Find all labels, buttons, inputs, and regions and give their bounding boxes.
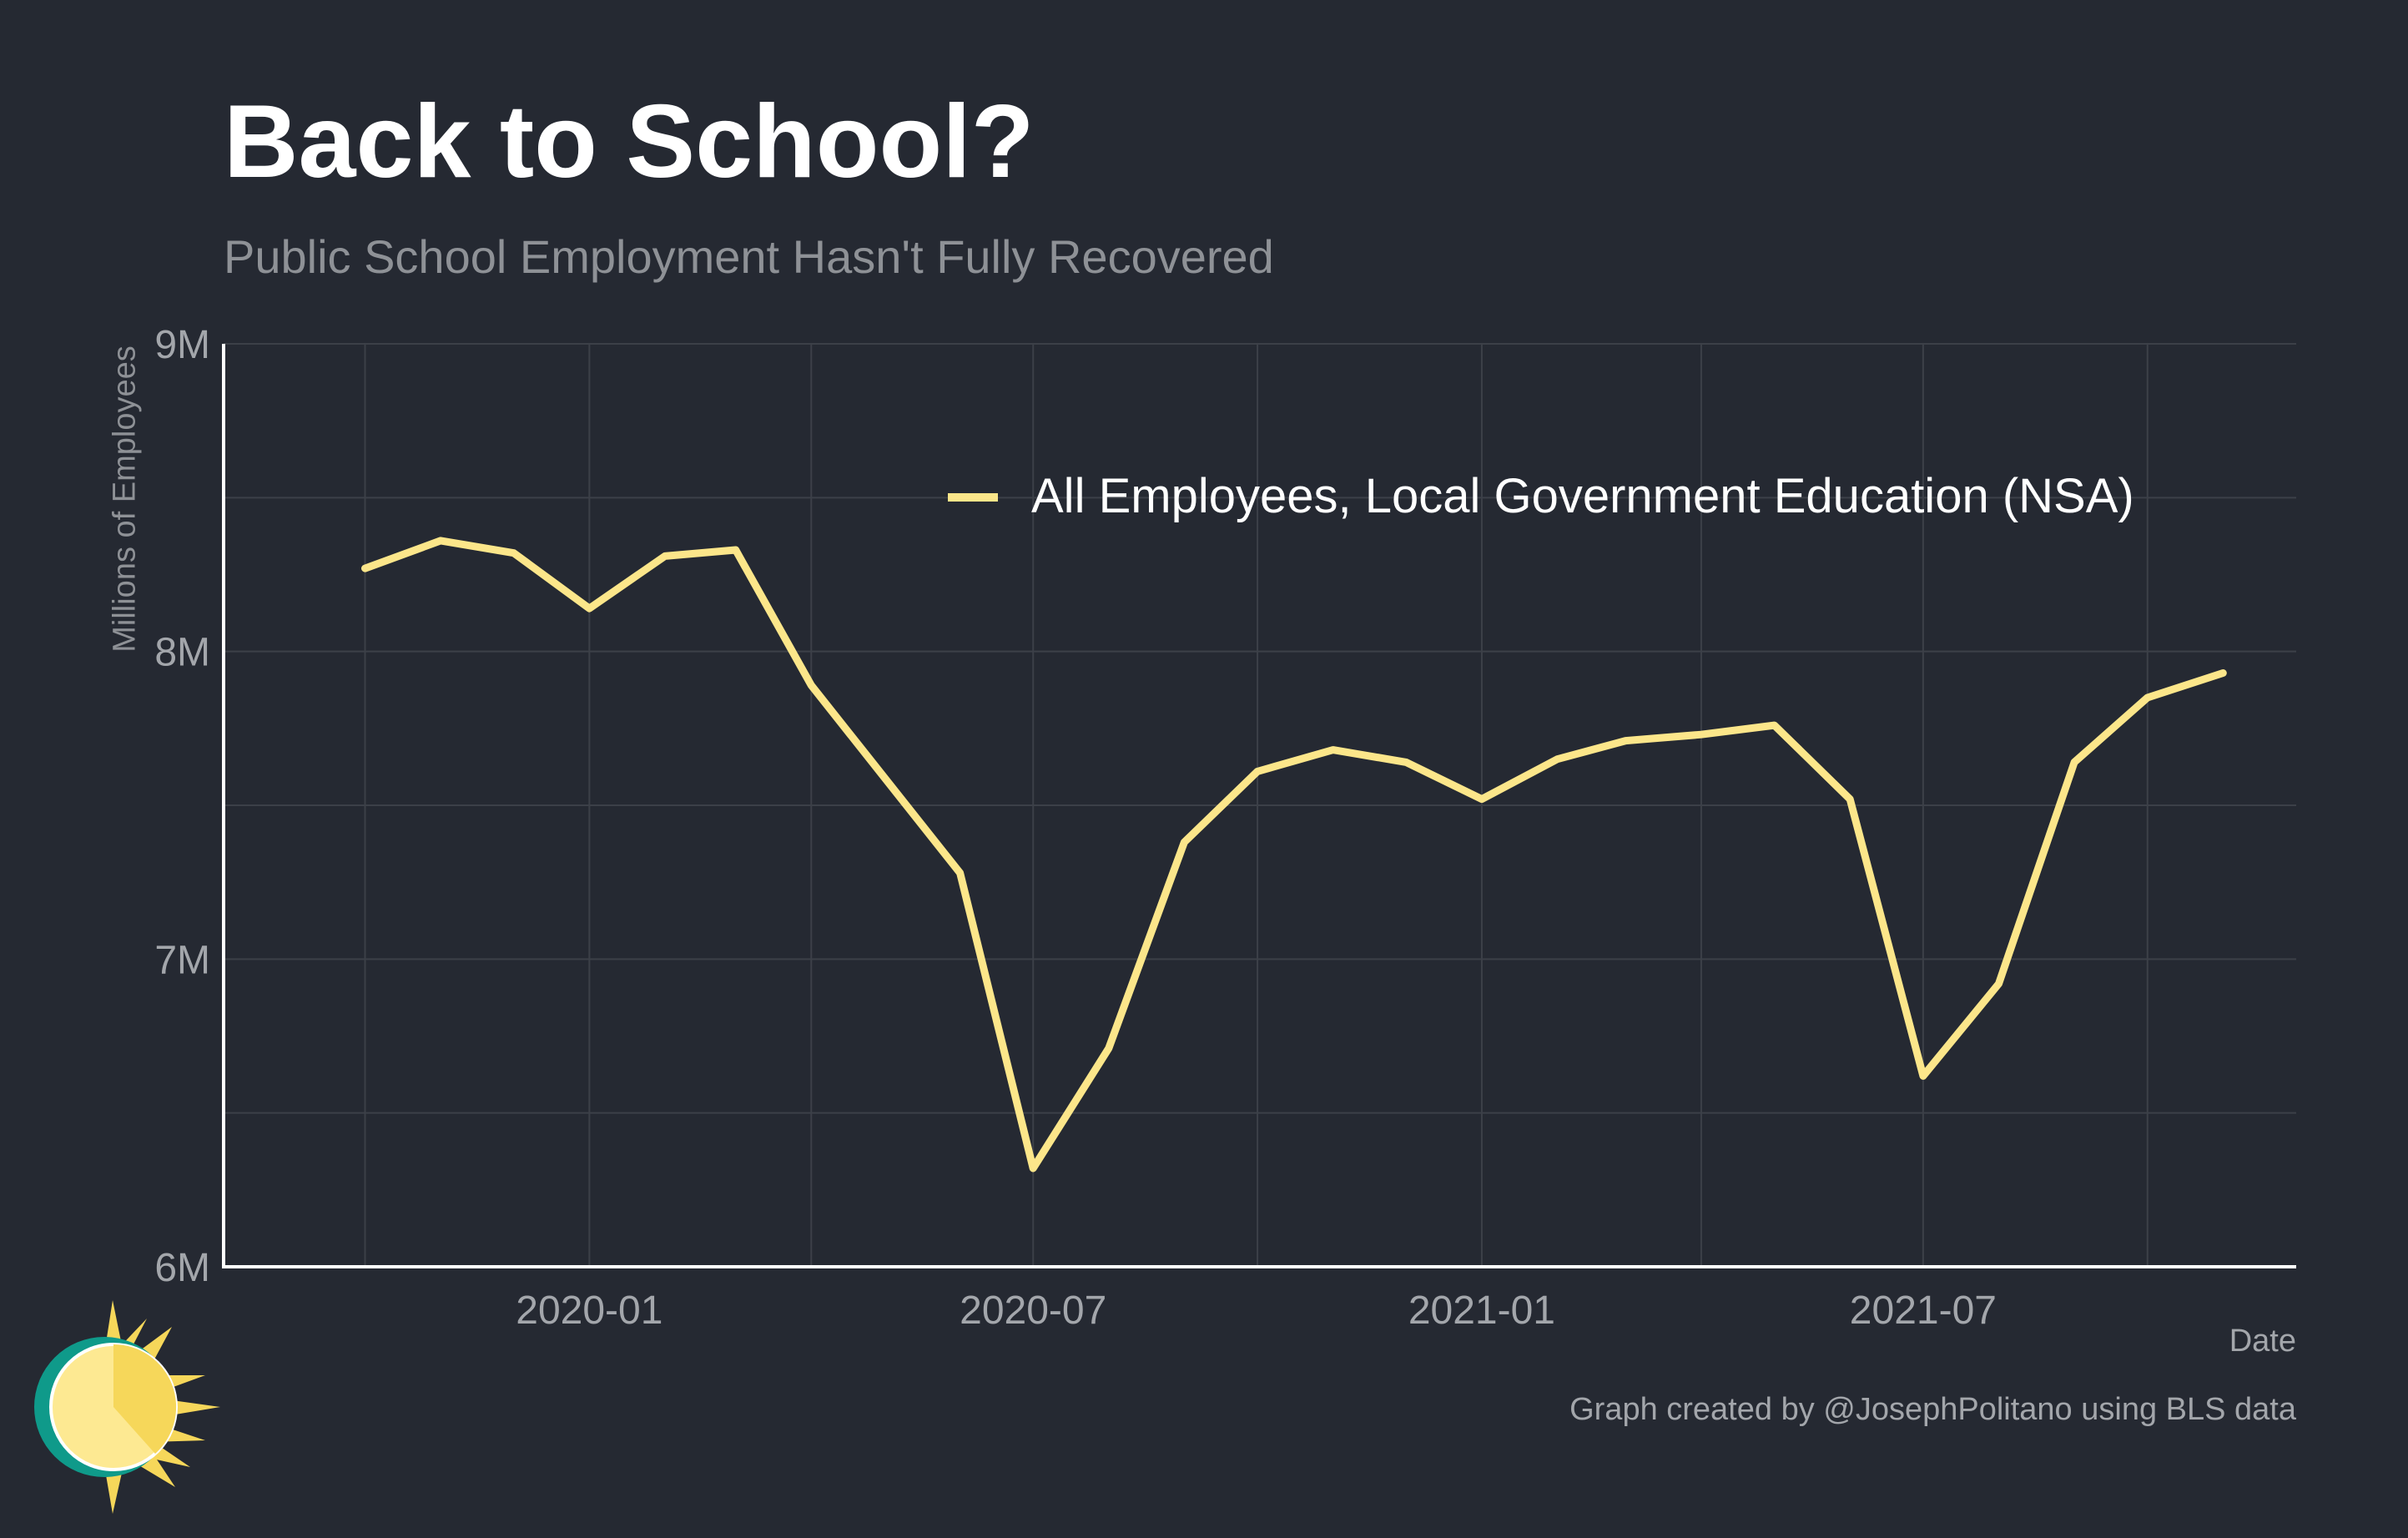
series-line	[361, 537, 2227, 1172]
x-tick-label: 2021-07	[1850, 1288, 1997, 1333]
x-axis-label: Date	[2229, 1324, 2296, 1359]
sun-logo-icon	[34, 1300, 220, 1514]
x-tick-label: 2020-01	[516, 1288, 662, 1333]
y-tick-label: 9M	[154, 323, 210, 367]
y-tick-label: 6M	[154, 1246, 210, 1290]
legend: All Employees, Local Government Educatio…	[948, 469, 2134, 523]
source-caption: Graph created by @JosephPolitano using B…	[1569, 1392, 2296, 1427]
x-tick-label: 2020-07	[960, 1288, 1106, 1333]
legend-label: All Employees, Local Government Educatio…	[1031, 469, 2134, 523]
chart-subtitle: Public School Employment Hasn't Fully Re…	[224, 230, 1274, 283]
y-tick-label: 7M	[154, 938, 210, 982]
x-tick-label: 2021-01	[1408, 1288, 1555, 1333]
chart-title: Back to School?	[224, 84, 1035, 199]
y-tick-label: 8M	[154, 631, 210, 675]
